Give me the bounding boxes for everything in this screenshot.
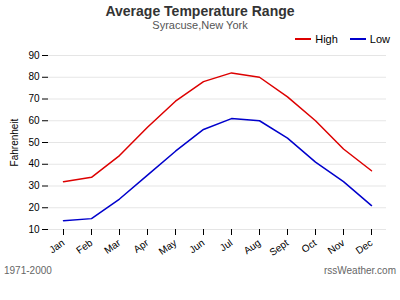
svg-text:80: 80 — [28, 71, 40, 82]
svg-text:50: 50 — [28, 137, 40, 148]
svg-text:Dec: Dec — [354, 237, 375, 256]
svg-text:10: 10 — [28, 224, 40, 235]
svg-text:Apr: Apr — [131, 237, 151, 255]
html-text:rssWeather.com: rssWeather.com — [323, 265, 396, 276]
svg-text:Oct: Oct — [299, 237, 318, 255]
svg-text:70: 70 — [28, 93, 40, 104]
svg-text:Fahrenheit: Fahrenheit — [9, 118, 20, 166]
svg-text:20: 20 — [28, 202, 40, 213]
svg-text:60: 60 — [28, 115, 40, 126]
svg-text:Jul: Jul — [218, 237, 235, 253]
svg-text:Jun: Jun — [187, 237, 207, 255]
svg-text:Aug: Aug — [242, 237, 263, 256]
html-text:1971-2000: 1971-2000 — [4, 265, 52, 276]
svg-text:30: 30 — [28, 180, 40, 191]
svg-text:Jan: Jan — [47, 237, 67, 255]
svg-text:40: 40 — [28, 158, 40, 169]
svg-text:Nov: Nov — [326, 237, 347, 256]
svg-text:Mar: Mar — [102, 237, 123, 256]
svg-text:Feb: Feb — [74, 237, 95, 256]
html-text:Low: Low — [369, 33, 390, 45]
svg-text:90: 90 — [28, 50, 40, 61]
html-text:High: High — [315, 33, 338, 45]
html-text:Syracuse,New York: Syracuse,New York — [152, 19, 248, 31]
svg-text:May: May — [157, 237, 179, 257]
svg-text:Sept: Sept — [267, 237, 290, 258]
html-text:Average Temperature Range: Average Temperature Range — [105, 3, 295, 19]
